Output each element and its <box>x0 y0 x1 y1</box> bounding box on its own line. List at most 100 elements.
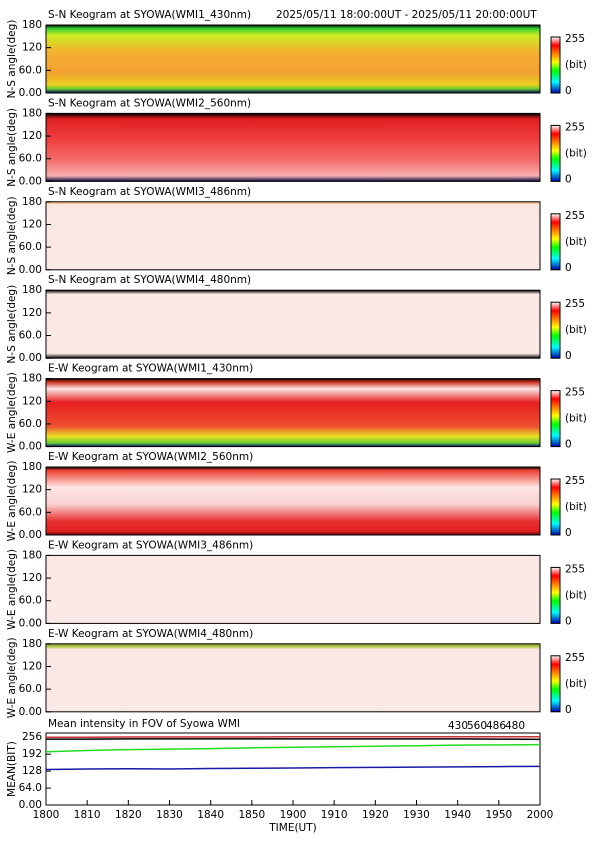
y-tick-label: 60.0 <box>19 418 42 430</box>
y-tick-label: 120 <box>22 130 42 142</box>
colorbar-max: 255 <box>565 210 585 222</box>
series-line <box>45 765 541 771</box>
plot-frame <box>45 289 541 359</box>
keogram-image <box>46 467 540 535</box>
y-tick-label: 120 <box>22 395 42 407</box>
y-tick-label: 0.00 <box>19 799 42 811</box>
colorbar-max: 255 <box>565 33 585 45</box>
y-tick-label: 0.00 <box>19 87 42 99</box>
colorbar-unit: (bit) <box>565 59 587 71</box>
y-tick-label: 120 <box>22 307 42 319</box>
y-tick-label: 0.00 <box>19 441 42 453</box>
series-line <box>46 738 541 741</box>
y-tick-label: 180 <box>22 196 42 208</box>
keogram-image <box>46 290 540 359</box>
colorbar-max: 255 <box>565 298 585 310</box>
y-tick-label: 120 <box>22 218 42 230</box>
y-tick-label: 180 <box>22 638 42 650</box>
y-axis-label: W-E angle(deg) <box>6 372 18 453</box>
colorbar <box>550 478 561 536</box>
y-tick-label: 180 <box>22 19 42 31</box>
y-tick-label: 0.00 <box>19 175 42 187</box>
y-tick-label: 60.0 <box>19 64 42 76</box>
colorbar-unit: (bit) <box>565 147 587 159</box>
x-tick-label: 1840 <box>197 809 224 821</box>
colorbar-unit: (bit) <box>565 236 587 248</box>
colorbar-min: 0 <box>565 350 572 362</box>
colorbar-min: 0 <box>565 704 572 716</box>
y-tick-label: 0.00 <box>19 529 42 541</box>
colorbar-min: 0 <box>565 615 572 627</box>
y-tick-label: 180 <box>22 107 42 119</box>
chart-title: Mean intensity in FOV of Syowa WMI <box>48 718 240 730</box>
colorbar <box>550 655 561 713</box>
plot-frame <box>45 378 541 448</box>
date-range: 2025/05/11 18:00:00UT - 2025/05/11 20:00… <box>276 9 537 21</box>
y-tick-label: 120 <box>22 484 42 496</box>
plot-frame <box>45 112 541 182</box>
colorbar-min: 0 <box>565 173 572 185</box>
keogram-image <box>46 378 540 447</box>
y-tick-label: 60.0 <box>19 506 42 518</box>
legend-entry: 486 <box>486 720 506 732</box>
y-axis-label: W-E angle(deg) <box>6 461 18 542</box>
y-axis-label: N-S angle(deg) <box>6 285 18 364</box>
y-axis-label: N-S angle(deg) <box>6 20 18 99</box>
panel-title: S-N Keogram at SYOWA(WMI2_560nm) <box>48 97 251 109</box>
series-line <box>46 735 540 738</box>
y-tick-label: 60.0 <box>19 595 42 607</box>
colorbar <box>550 124 561 182</box>
x-tick-label: 1810 <box>74 809 101 821</box>
x-tick-label: 1930 <box>403 809 430 821</box>
colorbar-max: 255 <box>565 563 585 575</box>
legend-entry: 560 <box>467 720 487 732</box>
colorbar-unit: (bit) <box>565 589 587 601</box>
colorbar-max: 255 <box>565 652 585 664</box>
colorbar-unit: (bit) <box>565 678 587 690</box>
y-tick-label: 180 <box>22 284 42 296</box>
y-tick-label: 64.0 <box>19 782 42 794</box>
colorbar <box>550 36 561 94</box>
x-axis-label: TIME(UT) <box>268 822 317 834</box>
y-tick-label: 180 <box>22 549 42 561</box>
y-tick-label: 120 <box>22 660 42 672</box>
colorbar <box>550 301 561 359</box>
keogram-image <box>46 25 540 93</box>
y-tick-label: 192 <box>22 748 42 760</box>
y-tick-label: 60.0 <box>19 330 42 342</box>
x-tick-label: 1850 <box>238 809 265 821</box>
y-tick-label: 128 <box>22 765 42 777</box>
panel-title: E-W Keogram at SYOWA(WMI1_430nm) <box>48 363 253 375</box>
colorbar-max: 255 <box>565 387 585 399</box>
colorbar-min: 0 <box>565 85 572 97</box>
x-tick-label: 1940 <box>444 809 471 821</box>
colorbar-unit: (bit) <box>565 501 587 513</box>
y-tick-label: 256 <box>22 731 42 743</box>
x-tick-label: 1920 <box>362 809 389 821</box>
colorbar-unit: (bit) <box>565 413 587 425</box>
x-tick-label: 1950 <box>485 809 512 821</box>
keogram-image <box>46 555 540 624</box>
y-axis-label: MEAN(BIT) <box>6 741 18 797</box>
keogram-image <box>46 643 540 712</box>
y-axis-label: N-S angle(deg) <box>6 196 18 275</box>
colorbar-max: 255 <box>565 121 585 133</box>
panel-title: S-N Keogram at SYOWA(WMI4_480nm) <box>48 274 251 286</box>
y-tick-label: 120 <box>22 572 42 584</box>
plot-frame <box>45 643 541 713</box>
x-tick-label: 1830 <box>156 809 183 821</box>
keogram-image <box>46 201 540 270</box>
panel-title: E-W Keogram at SYOWA(WMI4_480nm) <box>48 628 253 640</box>
colorbar <box>550 213 561 271</box>
y-tick-label: 0.00 <box>19 352 42 364</box>
y-tick-label: 60.0 <box>19 153 42 165</box>
colorbar-unit: (bit) <box>565 324 587 336</box>
colorbar-min: 0 <box>565 527 572 539</box>
y-tick-label: 180 <box>22 461 42 473</box>
panel-title: S-N Keogram at SYOWA(WMI1_430nm) <box>48 9 251 21</box>
y-tick-label: 60.0 <box>19 683 42 695</box>
y-axis-label: W-E angle(deg) <box>6 637 18 718</box>
y-axis-label: W-E angle(deg) <box>6 549 18 630</box>
panel-title: E-W Keogram at SYOWA(WMI3_486nm) <box>48 539 253 551</box>
y-tick-label: 0.00 <box>19 617 42 629</box>
